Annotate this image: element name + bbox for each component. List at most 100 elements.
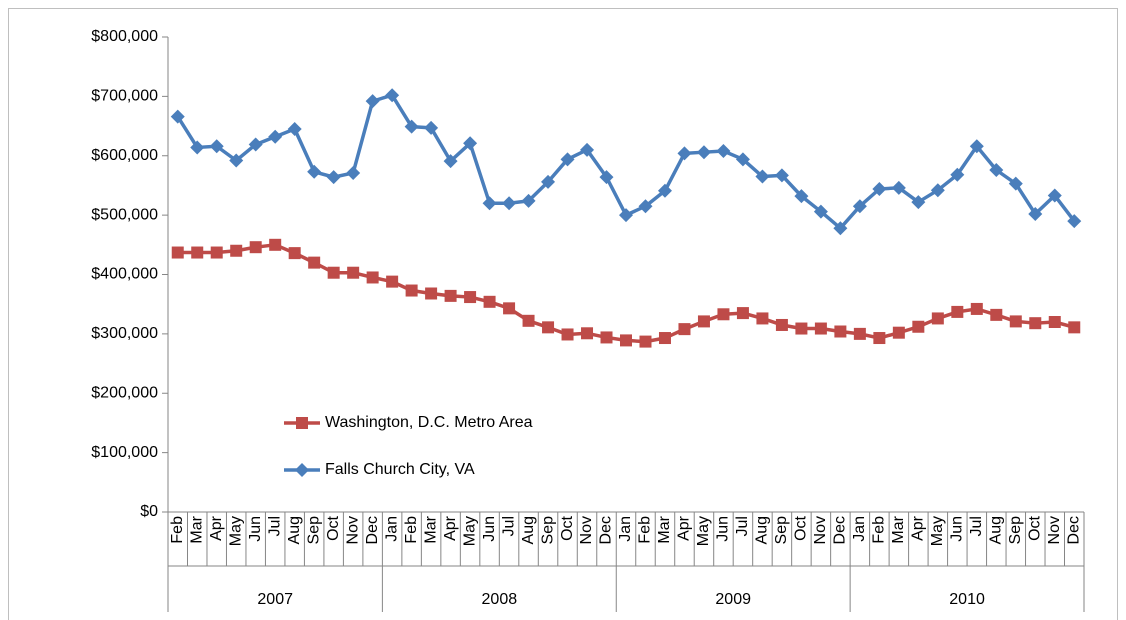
marker [638, 199, 653, 214]
x-tick-label: Sep [305, 516, 322, 545]
marker [248, 137, 263, 152]
year-label: 2010 [949, 591, 985, 608]
x-tick-label: Jul [968, 516, 985, 536]
marker [1008, 176, 1023, 191]
marker [658, 332, 671, 345]
y-tick-label: $700,000 [91, 88, 158, 105]
x-tick-label: Apr [208, 515, 225, 541]
x-tick-label: Oct [793, 515, 810, 540]
x-tick-label: Aug [754, 516, 771, 544]
marker [794, 189, 809, 204]
x-tick-label: Dec [832, 516, 849, 544]
x-tick-label: Dec [1065, 516, 1082, 544]
marker [366, 271, 379, 284]
x-tick-label: Apr [676, 515, 693, 541]
x-tick-label: Oct [1026, 515, 1043, 540]
year-label: 2007 [257, 591, 293, 608]
marker [834, 325, 847, 338]
marker [521, 193, 536, 208]
x-tick-label: Jan [617, 516, 634, 542]
x-tick-label: Feb [871, 516, 888, 544]
marker [639, 335, 652, 348]
x-tick-label: Feb [403, 516, 420, 544]
marker [716, 144, 731, 158]
x-tick-label: Feb [637, 516, 654, 544]
x-tick-label: Mar [656, 515, 673, 543]
x-tick-label: Dec [598, 516, 615, 544]
marker [911, 195, 926, 210]
marker [600, 331, 613, 344]
x-tick-label: Mar [188, 515, 205, 543]
x-tick-label: Feb [169, 516, 186, 544]
marker [775, 318, 788, 331]
marker [717, 308, 730, 321]
marker [287, 122, 302, 137]
marker [190, 140, 205, 155]
marker [814, 322, 827, 335]
marker [307, 164, 322, 179]
marker [1067, 214, 1082, 229]
marker [580, 142, 595, 157]
x-tick-label: Mar [422, 515, 439, 543]
marker [385, 88, 400, 103]
marker [326, 170, 341, 185]
year-label: 2008 [482, 591, 518, 608]
marker [912, 320, 925, 333]
marker [269, 238, 282, 251]
marker [931, 312, 944, 325]
marker [404, 119, 419, 134]
marker [464, 291, 477, 304]
marker [990, 308, 1003, 321]
marker [191, 246, 204, 259]
marker [365, 94, 380, 109]
marker [308, 256, 321, 269]
marker [347, 266, 360, 279]
marker [463, 136, 478, 151]
x-tick-label: Apr [442, 515, 459, 541]
x-tick-label: May [461, 516, 478, 546]
marker [696, 145, 711, 160]
marker [873, 332, 886, 345]
marker [813, 204, 828, 219]
marker [755, 169, 770, 184]
marker [502, 196, 517, 211]
marker [249, 241, 262, 254]
marker [210, 246, 223, 259]
marker [657, 183, 672, 198]
marker [327, 266, 340, 279]
marker [1068, 321, 1081, 334]
y-tick-label: $0 [140, 503, 158, 520]
marker [346, 165, 361, 180]
x-tick-label: Nov [578, 516, 595, 544]
marker [619, 208, 633, 223]
marker [756, 312, 769, 325]
x-tick-label: Jan [383, 516, 400, 542]
legend-label: Falls Church City, VA [325, 461, 475, 478]
marker [561, 328, 574, 341]
year-label: 2009 [715, 591, 751, 608]
marker [950, 167, 965, 182]
y-tick-label: $400,000 [91, 266, 158, 283]
marker [542, 321, 555, 334]
marker [697, 315, 710, 328]
marker [774, 168, 789, 183]
marker [444, 289, 457, 302]
marker [1028, 206, 1043, 221]
x-tick-label: Jun [949, 516, 966, 542]
x-tick-label: Jul [266, 516, 283, 536]
legend-label: Washington, D.C. Metro Area [325, 414, 533, 431]
x-tick-label: Jul [500, 516, 517, 536]
x-tick-label: Jan [851, 516, 868, 542]
x-tick-label: Sep [539, 516, 556, 545]
y-tick-label: $200,000 [91, 384, 158, 401]
x-tick-label: Mar [890, 515, 907, 543]
x-tick-label: Dec [364, 516, 381, 544]
marker [230, 244, 243, 257]
marker [599, 170, 614, 185]
legend-marker [296, 417, 308, 429]
marker [171, 246, 184, 259]
marker [1048, 316, 1061, 328]
x-tick-label: Sep [773, 516, 790, 545]
